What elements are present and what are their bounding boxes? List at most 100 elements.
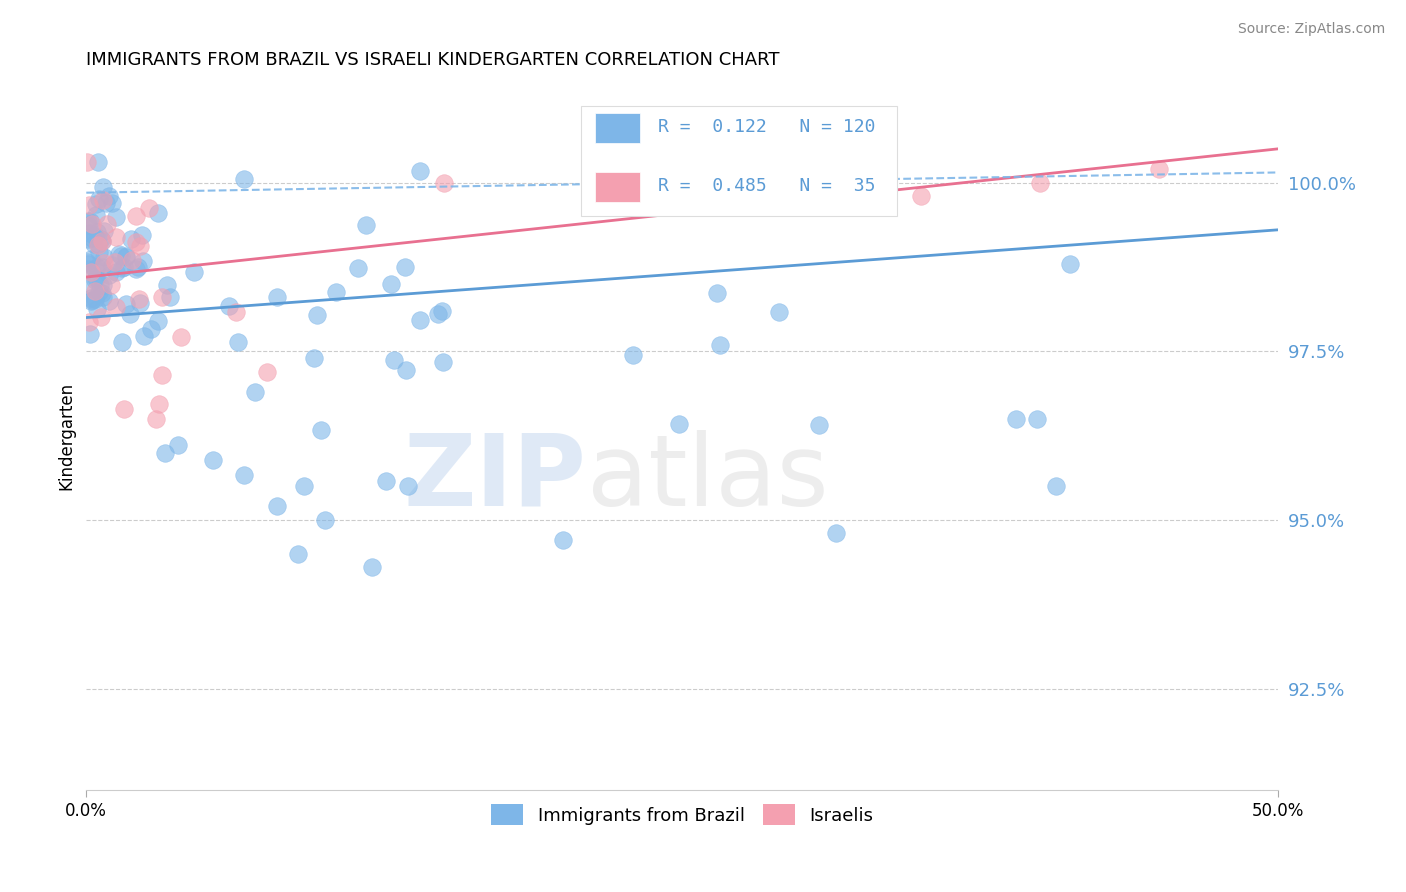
- Point: [91, 260, 114, 275]
- Point: [76, 155, 98, 169]
- Point: [91, 286, 114, 301]
- Point: [768, 305, 790, 319]
- Point: [84, 208, 107, 222]
- Point: [824, 526, 846, 541]
- Point: [1147, 162, 1170, 177]
- Point: [374, 474, 396, 488]
- Point: [110, 249, 132, 263]
- Point: [159, 290, 181, 304]
- Point: [86, 260, 108, 274]
- Point: [302, 351, 325, 365]
- Point: [104, 210, 127, 224]
- Point: [129, 296, 152, 310]
- Point: [89, 277, 111, 292]
- Point: [433, 176, 456, 190]
- Point: [97, 268, 120, 282]
- FancyBboxPatch shape: [581, 106, 897, 216]
- Point: [100, 196, 122, 211]
- Point: [112, 260, 135, 274]
- Point: [396, 479, 419, 493]
- FancyBboxPatch shape: [595, 172, 641, 202]
- Point: [139, 322, 162, 336]
- Point: [84, 261, 107, 276]
- Point: [83, 293, 105, 307]
- Point: [132, 253, 155, 268]
- Point: [89, 244, 111, 259]
- Point: [153, 446, 176, 460]
- Point: [79, 252, 101, 267]
- Point: [80, 265, 103, 279]
- Point: [395, 363, 418, 377]
- Point: [551, 533, 574, 548]
- Point: [84, 197, 107, 211]
- Point: [148, 397, 170, 411]
- Point: [100, 258, 122, 272]
- Point: [80, 231, 103, 245]
- Point: [77, 278, 100, 293]
- Point: [77, 197, 100, 211]
- Point: [112, 402, 135, 417]
- Point: [128, 292, 150, 306]
- Point: [382, 352, 405, 367]
- Point: [232, 468, 254, 483]
- Point: [104, 255, 127, 269]
- Point: [409, 164, 432, 178]
- Point: [1029, 176, 1052, 190]
- Point: [125, 235, 148, 249]
- Point: [256, 365, 278, 379]
- Point: [156, 277, 179, 292]
- Point: [86, 270, 108, 285]
- Point: [80, 291, 103, 305]
- Point: [314, 513, 336, 527]
- Text: R =  0.122   N = 120: R = 0.122 N = 120: [658, 119, 876, 136]
- Point: [146, 206, 169, 220]
- Point: [232, 171, 254, 186]
- Point: [121, 253, 143, 268]
- Point: [347, 261, 370, 276]
- Point: [77, 213, 100, 227]
- Point: [1026, 411, 1049, 425]
- Point: [305, 308, 328, 322]
- Point: [77, 218, 100, 232]
- Point: [145, 411, 167, 425]
- Point: [86, 302, 108, 317]
- Point: [93, 250, 115, 264]
- Point: [83, 228, 105, 243]
- Point: [86, 155, 108, 169]
- Point: [79, 214, 101, 228]
- Point: [90, 310, 112, 325]
- Point: [1005, 412, 1028, 426]
- Text: ZIP: ZIP: [404, 430, 586, 526]
- Point: [83, 236, 105, 251]
- Point: [82, 217, 104, 231]
- Point: [97, 189, 120, 203]
- Point: [671, 176, 693, 190]
- Point: [150, 368, 173, 382]
- Point: [218, 299, 240, 313]
- Point: [105, 230, 128, 244]
- Point: [167, 438, 190, 452]
- Point: [86, 236, 108, 251]
- Point: [266, 290, 288, 304]
- Point: [90, 232, 112, 246]
- Point: [170, 330, 193, 344]
- Point: [292, 479, 315, 493]
- Point: [96, 217, 118, 231]
- Point: [89, 285, 111, 299]
- Point: [668, 417, 690, 432]
- Point: [125, 262, 148, 277]
- Point: [1059, 257, 1081, 271]
- Point: [84, 273, 107, 287]
- Point: [118, 307, 141, 321]
- Point: [80, 293, 103, 307]
- Text: IMMIGRANTS FROM BRAZIL VS ISRAELI KINDERGARTEN CORRELATION CHART: IMMIGRANTS FROM BRAZIL VS ISRAELI KINDER…: [86, 51, 780, 69]
- Point: [245, 385, 267, 400]
- Point: [148, 313, 170, 327]
- Point: [709, 338, 731, 352]
- Point: [84, 284, 107, 298]
- Point: [807, 418, 830, 433]
- Point: [111, 334, 134, 349]
- Point: [114, 249, 136, 263]
- Point: [115, 251, 138, 265]
- Point: [76, 255, 98, 269]
